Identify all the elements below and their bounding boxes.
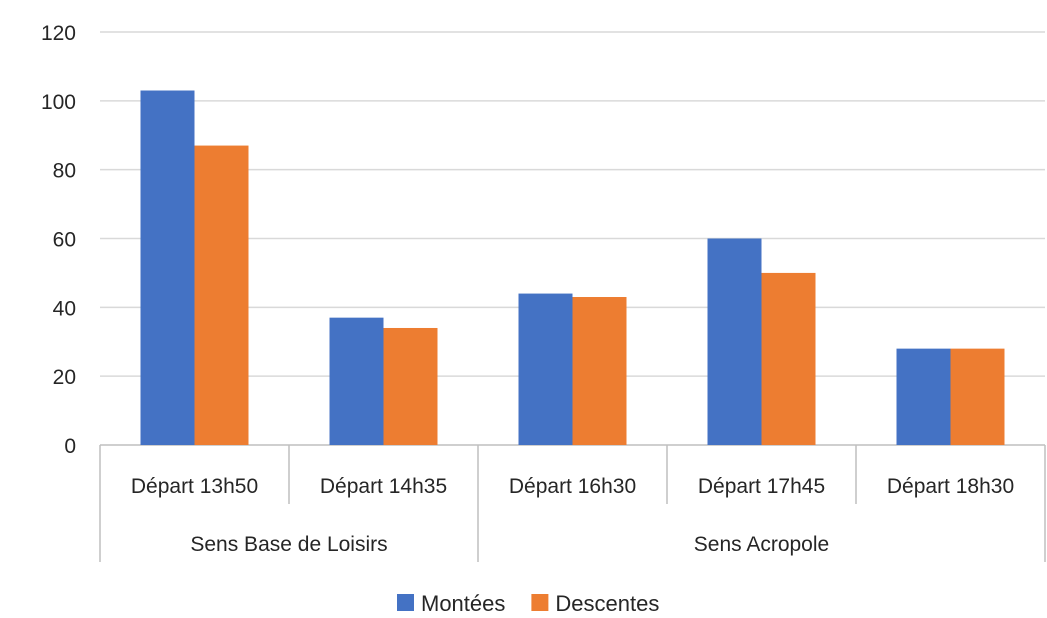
bar-descentes xyxy=(761,272,816,445)
bar-montees xyxy=(896,348,951,445)
x-tick-label: Départ 16h30 xyxy=(509,475,636,498)
legend-label: Descentes xyxy=(555,591,659,616)
x-tick-label: Départ 13h50 xyxy=(131,475,258,498)
bar-montees xyxy=(518,293,573,445)
bar-descentes xyxy=(572,297,627,445)
y-tick-label: 80 xyxy=(53,160,76,183)
legend-swatch xyxy=(397,594,414,611)
x-tick-label: Départ 14h35 xyxy=(320,475,447,498)
bar-descentes xyxy=(950,348,1005,445)
bar-descentes xyxy=(383,327,438,445)
bar-montees xyxy=(329,317,384,445)
group-label: Sens Base de Loisirs xyxy=(190,533,387,556)
y-tick-label: 0 xyxy=(64,435,76,458)
bar-montees xyxy=(707,238,762,445)
bars xyxy=(140,90,1005,445)
group-label: Sens Acropole xyxy=(694,533,829,556)
bar-descentes xyxy=(194,145,249,445)
y-tick-label: 40 xyxy=(53,297,76,320)
x-tick-label: Départ 18h30 xyxy=(887,475,1014,498)
legend-swatch xyxy=(531,594,549,611)
x-axis: Départ 13h50 Départ 14h35 Départ 16h30 Dépa… xyxy=(99,445,1046,562)
y-tick-label: 20 xyxy=(53,366,76,389)
legend: Montées Descentes xyxy=(397,591,659,616)
y-axis-ticks: 0 20 40 60 80 100 120 xyxy=(41,22,76,458)
y-tick-label: 120 xyxy=(41,22,76,45)
y-tick-label: 100 xyxy=(41,91,76,114)
bar-montees xyxy=(140,90,195,445)
legend-label: Montées xyxy=(421,591,505,616)
y-tick-label: 60 xyxy=(53,229,76,252)
x-tick-label: Départ 17h45 xyxy=(698,475,825,498)
